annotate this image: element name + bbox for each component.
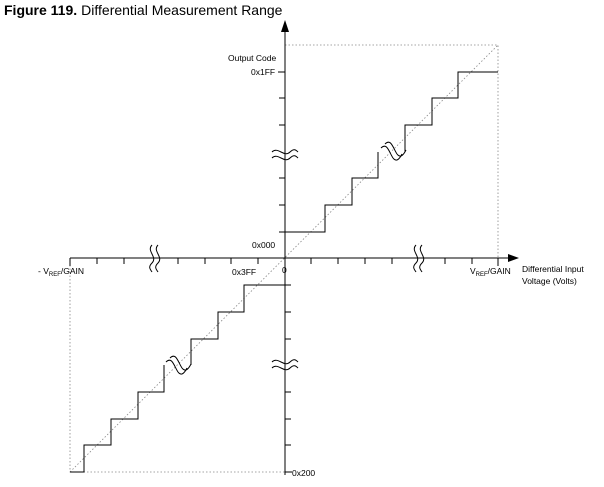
vref-gain-label: VREF/GAIN xyxy=(470,266,511,278)
x-axis-title-line1: Differential Input xyxy=(522,264,584,274)
figure-number: Figure 119. xyxy=(4,2,78,18)
upper-range-box xyxy=(285,44,499,258)
y-axis-arrow xyxy=(281,20,289,32)
staircase-negative-mid xyxy=(190,284,271,365)
break-mark-staircase-upper xyxy=(380,141,407,161)
neg-vref-gain-label: - VREF/GAIN xyxy=(38,266,84,278)
origin-label: 0 xyxy=(282,265,287,275)
x-axis-ticks xyxy=(69,258,499,266)
code-zero-label: 0x000 xyxy=(252,240,275,250)
break-mark-y-lower xyxy=(271,359,299,371)
break-mark-x-left xyxy=(149,244,161,273)
code-max-label: 0x1FF xyxy=(251,67,275,77)
x-axis-title-line2: Voltage (Volts) xyxy=(522,276,577,286)
figure-title: Figure 119. Differential Measurement Rang… xyxy=(4,2,282,18)
y-axis-ticks xyxy=(278,71,292,473)
staircase-positive xyxy=(284,152,379,258)
code-neg-one-label: 0x3FF xyxy=(232,267,256,277)
staircase-positive-upper xyxy=(404,71,498,152)
figure-caption: Differential Measurement Range xyxy=(81,2,283,18)
break-mark-staircase-lower xyxy=(165,355,192,375)
staircase-negative-lower xyxy=(70,365,165,473)
code-min-label: 0x200 xyxy=(292,468,315,478)
x-axis-arrow xyxy=(508,254,519,262)
y-axis-title: Output Code xyxy=(228,53,276,63)
break-mark-y-upper xyxy=(271,149,299,161)
break-mark-x-right xyxy=(413,244,425,273)
